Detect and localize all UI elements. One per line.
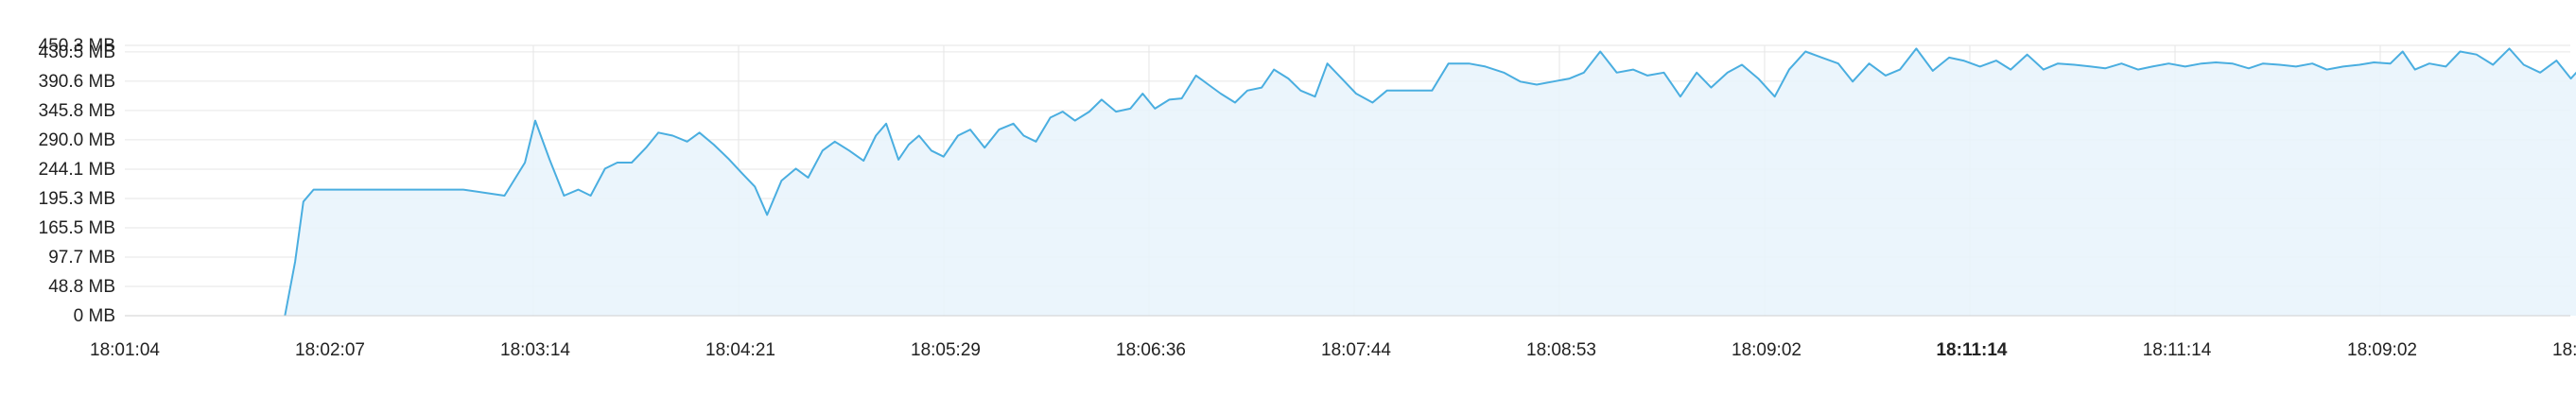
x-tick-label: 18:11:14 xyxy=(2143,340,2212,360)
memory-series-line xyxy=(284,47,2576,317)
x-tick-label: 18:11:14 xyxy=(1936,340,2007,360)
x-tick-label: 18:09:02 xyxy=(2347,340,2417,360)
y-tick-label: 450.3 MB xyxy=(39,36,115,56)
x-tick-label: 18:05:29 xyxy=(911,340,981,360)
y-tick-label: 0 MB xyxy=(74,306,115,326)
x-tick-label: 18:08:53 xyxy=(1526,340,1596,360)
y-tick-label: 165.5 MB xyxy=(39,218,115,238)
x-tick-label: 18:09:02 xyxy=(1732,340,1801,360)
y-tick-label: 195.3 MB xyxy=(39,189,115,209)
x-tick-label: 18:02:07 xyxy=(295,340,365,360)
y-tick-label: 290.0 MB xyxy=(39,130,115,150)
x-tick-label: 18:08:53 xyxy=(2552,340,2576,360)
y-tick-label: 430.5 MB xyxy=(39,43,115,62)
memory-area-fill xyxy=(285,48,2576,316)
x-tick-label: 18:07:44 xyxy=(1321,340,1391,360)
y-tick-label: 97.7 MB xyxy=(48,248,115,268)
y-tick-label: 345.8 MB xyxy=(39,101,115,121)
y-tick-label: 48.8 MB xyxy=(48,277,115,297)
y-tick-label: 390.6 MB xyxy=(39,72,115,92)
x-tick-label: 18:06:36 xyxy=(1116,340,1186,360)
x-tick-label: 18:04:21 xyxy=(705,340,775,360)
y-axis-tick-labels: 0 MB 48.8 MB 97.7 MB 165.5 MB 195.3 MB 244.1 … xyxy=(39,36,115,326)
x-tick-label: 18:03:14 xyxy=(500,340,570,360)
y-tick-label: 244.1 MB xyxy=(39,160,115,180)
x-axis-tick-labels: 18:01:04 18:02:07 18:03:14 18:04:21 18:05:29… xyxy=(90,340,2576,360)
x-tick-label: 18:01:04 xyxy=(90,340,160,360)
